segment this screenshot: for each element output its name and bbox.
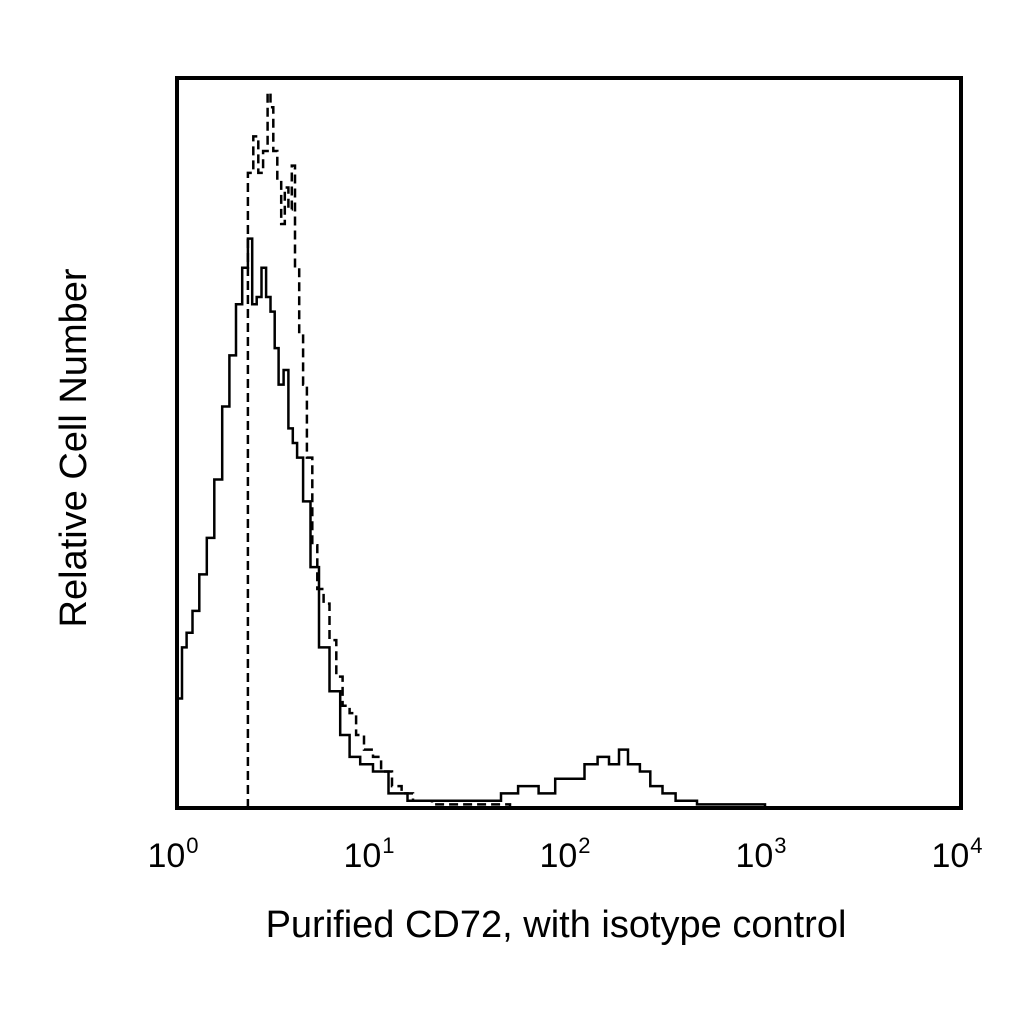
x-tick-label: 100 bbox=[147, 833, 198, 875]
x-tick-base: 10 bbox=[539, 837, 577, 875]
x-tick-base: 10 bbox=[735, 837, 773, 875]
x-tick-label: 103 bbox=[735, 833, 786, 875]
x-tick-exponent: 0 bbox=[186, 833, 198, 858]
x-tick-base: 10 bbox=[147, 837, 185, 875]
x-tick-base: 10 bbox=[931, 837, 969, 875]
x-tick-labels: 100 101 102 103 104 bbox=[147, 833, 982, 875]
x-axis-label: Purified CD72, with isotype control bbox=[266, 904, 847, 946]
series-layer bbox=[175, 91, 767, 810]
x-tick-label: 101 bbox=[343, 833, 394, 875]
isotype-control-series-line bbox=[246, 91, 663, 810]
cd72-stained-series-line bbox=[175, 237, 767, 808]
x-tick-exponent: 4 bbox=[970, 833, 982, 858]
x-tick-exponent: 2 bbox=[578, 833, 590, 858]
y-axis-label: Relative Cell Number bbox=[53, 268, 95, 627]
x-tick-base: 10 bbox=[343, 837, 381, 875]
x-tick-exponent: 1 bbox=[382, 833, 394, 858]
plot-frame bbox=[175, 76, 963, 810]
x-tick-label: 102 bbox=[539, 833, 590, 875]
x-tick-exponent: 3 bbox=[774, 833, 786, 858]
x-tick-label: 104 bbox=[931, 833, 982, 875]
